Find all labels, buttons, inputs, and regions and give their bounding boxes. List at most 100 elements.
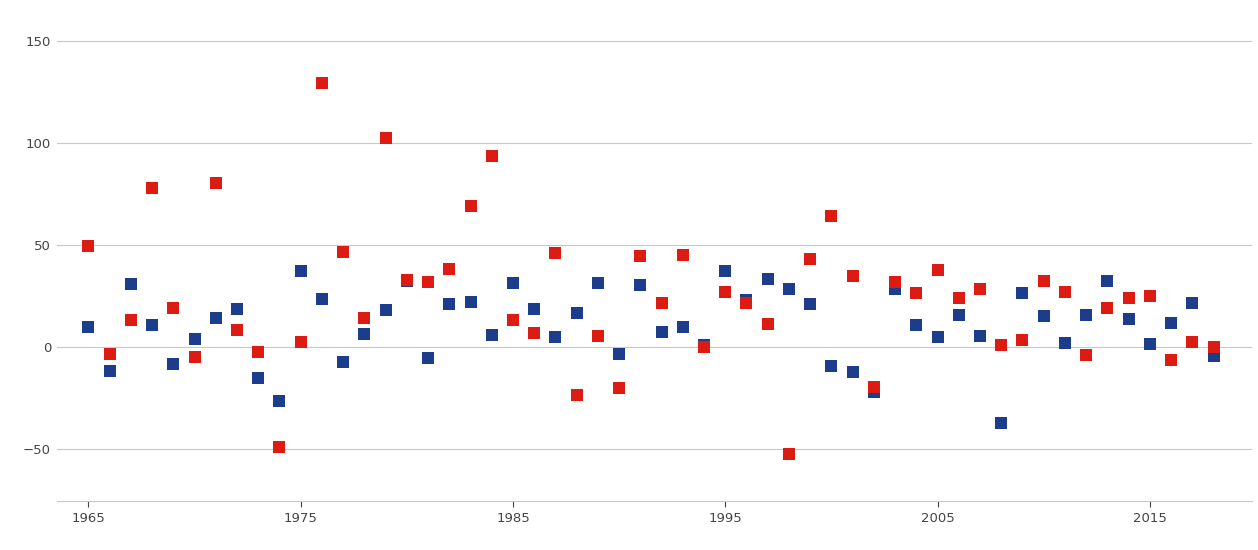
Point [248,348,268,357]
Point [927,265,947,274]
Point [1140,340,1160,349]
Point [376,306,396,315]
Point [1204,342,1224,351]
Point [439,265,459,273]
Point [376,134,396,142]
Point [142,321,162,329]
Point [1076,351,1096,360]
Point [694,343,715,352]
Point [949,311,969,320]
Point [1013,289,1033,298]
Point [355,330,375,339]
Point [482,152,502,161]
Point [609,349,629,358]
Point [121,280,141,289]
Point [78,242,98,251]
Point [1097,304,1117,312]
Point [142,184,162,193]
Point [587,331,608,340]
Point [99,350,120,359]
Point [121,316,141,324]
Point [630,280,650,289]
Point [1034,312,1054,321]
Point [291,267,311,276]
Point [843,272,863,280]
Point [396,277,416,286]
Point [206,313,226,322]
Point [886,277,906,286]
Point [1034,276,1054,285]
Point [1204,352,1224,361]
Point [1161,318,1181,327]
Point [991,340,1011,349]
Point [1183,338,1203,347]
Point [546,249,566,257]
Point [418,353,438,362]
Point [269,442,289,451]
Point [800,254,820,263]
Point [355,314,375,322]
Point [694,340,715,349]
Point [185,353,205,361]
Point [716,288,736,296]
Point [970,332,990,340]
Point [1097,277,1117,285]
Point [566,390,586,399]
Point [503,278,523,287]
Point [248,373,268,382]
Point [460,202,481,211]
Point [396,276,416,285]
Point [949,294,969,302]
Point [78,322,98,331]
Point [757,275,777,284]
Point [991,419,1011,427]
Point [843,367,863,376]
Point [312,79,332,87]
Point [164,303,184,312]
Point [1183,299,1203,307]
Point [525,329,545,338]
Point [226,326,247,335]
Point [164,360,184,369]
Point [652,327,672,336]
Point [1161,356,1181,365]
Point [206,179,226,188]
Point [821,212,842,221]
Point [736,296,756,305]
Point [1055,288,1076,296]
Point [716,266,736,275]
Point [821,361,842,370]
Point [185,335,205,344]
Point [906,321,926,329]
Point [482,331,502,339]
Point [503,315,523,324]
Point [673,251,693,260]
Point [1140,292,1160,301]
Point [970,284,990,293]
Point [906,289,926,298]
Point [1055,339,1076,348]
Point [779,284,799,293]
Point [587,278,608,287]
Point [630,252,650,261]
Point [312,295,332,304]
Point [886,284,906,293]
Point [460,297,481,306]
Point [333,248,353,256]
Point [757,319,777,328]
Point [1013,335,1033,344]
Point [99,367,120,376]
Point [1076,310,1096,319]
Point [269,397,289,406]
Point [1118,315,1138,324]
Point [609,383,629,392]
Point [546,333,566,342]
Point [439,299,459,308]
Point [864,383,884,392]
Point [418,278,438,287]
Point [864,388,884,397]
Point [291,338,311,346]
Point [779,449,799,458]
Point [736,298,756,307]
Point [525,305,545,314]
